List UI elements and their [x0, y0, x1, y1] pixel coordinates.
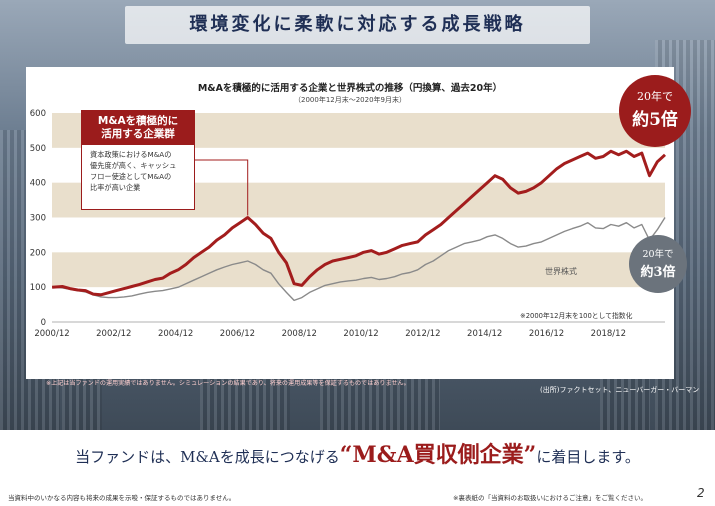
x-tick-label: 2008/12	[282, 329, 317, 339]
world-badge-line2: 約3倍	[640, 265, 676, 280]
footer-disclaimer: 当資料中のいかなる内容も将来の成果を示唆・保証するものではありません。	[8, 494, 236, 502]
world-series-label: 世界株式	[545, 267, 577, 276]
x-tick-label: 2004/12	[158, 329, 193, 339]
footer-reference: ※裏表紙の「当資料のお取扱いにおけるご注意」をご覧ください。	[453, 494, 647, 502]
callout-heading-line1: M&Aを積極的に	[97, 115, 179, 127]
ma-badge-line1: 20年で	[637, 90, 673, 103]
x-tick-label: 2006/12	[220, 329, 255, 339]
callout-body-line1: 資本政策におけるM&Aの	[90, 150, 172, 159]
x-tick-label: 2010/12	[343, 329, 378, 339]
world-badge-line1: 20年で	[642, 249, 674, 260]
ma-growth-badge: 20年で 約5倍	[619, 75, 691, 147]
source-note: (出所)ファクトセット、ニューバーガー・バーマン	[540, 386, 700, 394]
bottom-band	[0, 430, 715, 506]
callout-body-line3: フロー使途としてM&Aの	[90, 172, 172, 181]
callout-body-line4: 比率が高い企業	[90, 183, 141, 192]
headline: 当ファンドは、M&Aを成長につなげる“M&A買収側企業”に着目します。	[0, 437, 715, 469]
y-tick-label: 600	[30, 109, 46, 119]
chart-subtitle: （2000年12月末～2020年9月末）	[294, 96, 406, 104]
headline-pre: 当ファンドは、M&Aを成長につなげる	[75, 448, 340, 466]
y-tick-label: 0	[41, 318, 46, 328]
x-tick-label: 2018/12	[591, 329, 626, 339]
x-tick-label: 2014/12	[467, 329, 502, 339]
y-tick-label: 500	[30, 144, 46, 154]
footnote-4: ※上記は当ファンドの運用実績ではありません。シミュレーションの結果であり、将来の…	[46, 380, 410, 387]
title-band	[125, 6, 590, 44]
ma-series-line	[51, 149, 667, 297]
headline-emphasis: “M&A買収側企業”	[339, 442, 537, 468]
callout-box: M&Aを積極的に 活用する企業群 資本政策におけるM&Aの 優先度が高く、キャッ…	[81, 110, 195, 210]
y-tick-label: 300	[30, 214, 46, 224]
world-series-line	[52, 217, 666, 302]
world-growth-badge: 20年で 約3倍	[629, 235, 687, 293]
footnotes: ※上記は、営業キャッシュフローに対するM&A投資金額をもとに定量スクリーニングを…	[46, 352, 686, 388]
x-tick-label: 2000/12	[34, 329, 69, 339]
y-tick-label: 200	[30, 248, 46, 258]
page-number: 2	[697, 486, 705, 500]
footnote-1: ※上記は、営業キャッシュフローに対するM&A投資金額をもとに定量スクリーニングを…	[46, 353, 622, 360]
chart-title: M&Aを積極的に活用する企業と世界株式の推移（円換算、過去20年）	[197, 83, 503, 94]
callout-body: 資本政策におけるM&Aの 優先度が高く、キャッシュ フロー使途としてM&Aの 比…	[82, 145, 194, 197]
footnote-3: ※M&Aを積極的に活用する企業:過去5年累積で30%以上もしくは過去5年単年で5…	[46, 371, 433, 378]
footnote-2: グは、MSCI ACWIインデックス採用銘柄を対象に、各年末に実施。世界株式は、…	[46, 362, 590, 369]
y-tick-label: 100	[30, 283, 46, 293]
index-note: ※2000年12月末を100として指数化	[520, 312, 633, 320]
page-title: 環境変化に柔軟に対応する成長戦略	[189, 14, 526, 35]
chart-band-0	[52, 252, 665, 288]
headline-post: に着目します。	[536, 448, 640, 466]
callout-connector	[195, 159, 249, 216]
y-tick-label: 400	[30, 179, 46, 189]
callout-heading-line2: 活用する企業群	[101, 128, 175, 140]
ma-badge-line2: 約5倍	[632, 110, 678, 130]
x-tick-label: 2002/12	[96, 329, 131, 339]
x-tick-label: 2016/12	[529, 329, 564, 339]
callout-body-line2: 優先度が高く、キャッシュ	[90, 161, 177, 170]
x-tick-label: 2012/12	[405, 329, 440, 339]
callout-heading: M&Aを積極的に 活用する企業群	[82, 111, 194, 145]
